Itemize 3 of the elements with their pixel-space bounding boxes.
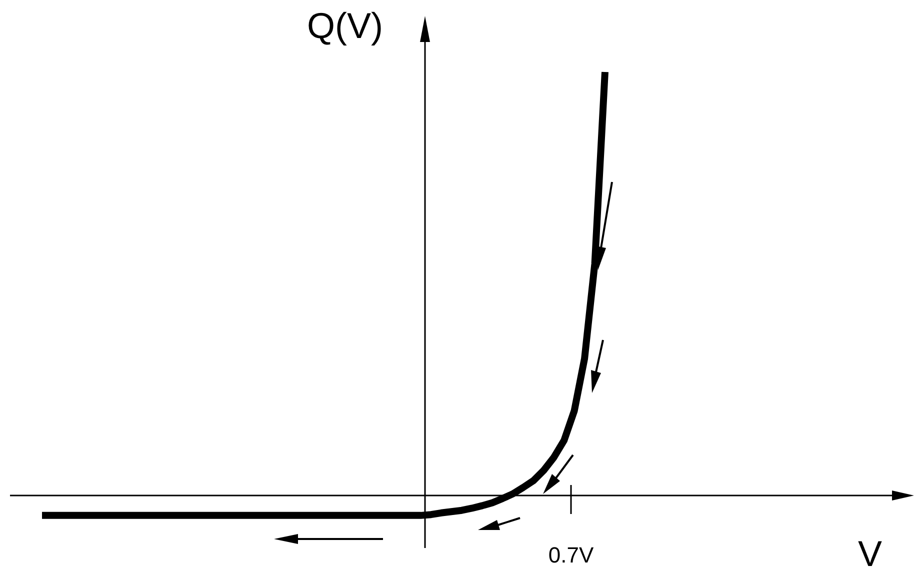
y-axis-title: Q(V) [307,4,383,46]
text: 0.7V [548,542,594,568]
text: V [858,532,882,574]
